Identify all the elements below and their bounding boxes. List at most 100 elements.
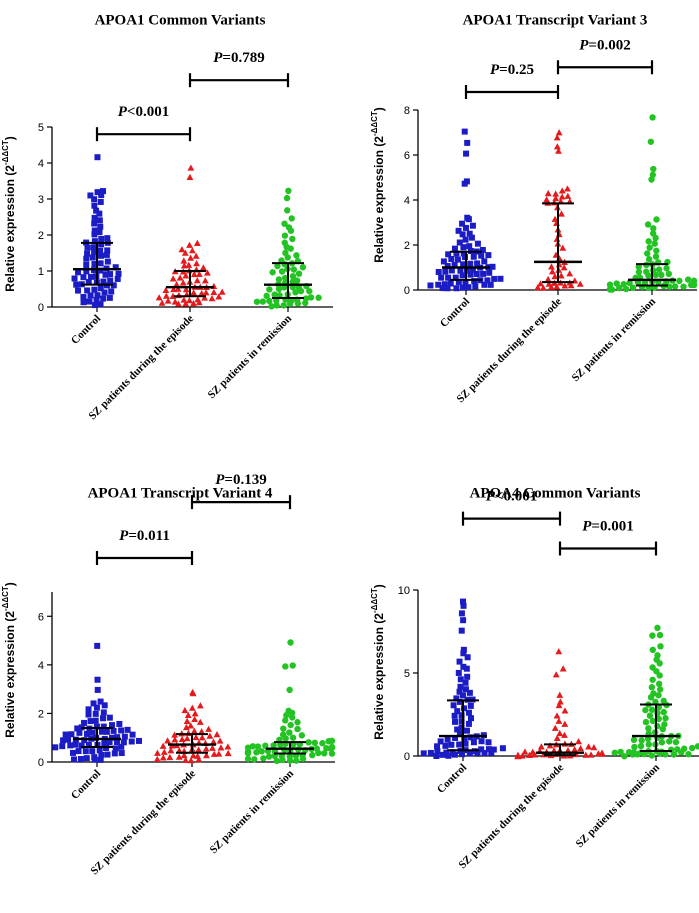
data-point (556, 698, 564, 705)
data-point (458, 627, 465, 634)
data-point (94, 154, 101, 161)
data-point (224, 749, 232, 757)
data-point (86, 298, 93, 305)
data-point (448, 255, 455, 262)
data-point (558, 187, 566, 194)
data-point (479, 246, 486, 253)
data-point (617, 748, 624, 756)
data-point (556, 729, 564, 737)
data-point (438, 274, 445, 281)
data-point (170, 285, 178, 293)
data-point (478, 746, 485, 753)
data-point (552, 190, 560, 197)
data-point (190, 727, 198, 734)
data-point (98, 252, 105, 259)
data-point (62, 731, 69, 738)
p-value-label: P=0.002 (579, 37, 630, 53)
data-point (307, 294, 315, 301)
y-axis-label: Relative expression (2-ΔΔCT) (370, 107, 386, 263)
data-point (630, 736, 638, 744)
y-tick-label: 6 (38, 611, 44, 623)
data-point (655, 704, 663, 711)
data-point (249, 743, 256, 750)
data-point (205, 725, 212, 732)
data-point (585, 743, 592, 750)
data-point (128, 738, 135, 745)
data-point (467, 271, 474, 278)
data-point (189, 752, 197, 759)
data-point (124, 726, 131, 733)
data-point (553, 143, 561, 150)
data-point (71, 275, 78, 282)
data-point (649, 646, 657, 654)
data-point (104, 247, 111, 254)
data-point (110, 282, 117, 289)
data-point (299, 264, 307, 271)
data-point (620, 281, 627, 288)
data-point (280, 725, 287, 732)
data-point (478, 738, 485, 745)
data-point (153, 755, 161, 763)
p-value-label: P=0.139 (215, 472, 266, 488)
data-point (75, 748, 82, 755)
p-value-label: P=0.789 (213, 50, 264, 66)
y-tick-label: 6 (404, 150, 410, 162)
data-point (269, 269, 276, 276)
data-point (288, 215, 295, 222)
data-point (183, 717, 191, 724)
data-point (183, 735, 191, 742)
data-point (120, 739, 127, 746)
data-point (281, 232, 289, 239)
data-point (209, 744, 216, 751)
data-point (96, 747, 103, 754)
data-point (309, 751, 316, 759)
data-point (555, 701, 563, 709)
data-point (136, 737, 142, 744)
data-point (657, 643, 664, 650)
y-tick-label: 0 (38, 302, 44, 314)
data-point (451, 245, 458, 252)
data-point (486, 269, 493, 276)
data-point (435, 281, 442, 288)
data-point (543, 196, 550, 203)
y-axis-label: Relative expression (2-ΔΔCT) (370, 584, 386, 740)
data-point (434, 748, 441, 755)
data-point (420, 750, 427, 757)
data-point (92, 710, 99, 717)
data-point (652, 271, 659, 279)
data-point (284, 207, 291, 214)
data-point (101, 702, 108, 709)
data-point (202, 289, 210, 296)
x-tick-label: Control (69, 768, 103, 802)
data-point (89, 748, 96, 755)
data-point (80, 299, 87, 306)
data-point (453, 695, 460, 702)
data-point (110, 727, 117, 734)
data-point (69, 749, 76, 756)
data-point (460, 617, 467, 624)
data-point (460, 646, 467, 653)
y-tick-label: 2 (38, 708, 44, 720)
data-point (289, 272, 297, 280)
data-point (114, 739, 121, 746)
data-point (109, 722, 116, 729)
data-point (459, 284, 466, 291)
data-point (465, 709, 472, 716)
data-point (456, 688, 463, 695)
data-point (83, 255, 90, 262)
data-point (83, 268, 90, 275)
data-point (91, 238, 98, 245)
data-point (445, 752, 452, 759)
data-point (160, 748, 168, 755)
data-point (52, 744, 59, 751)
data-point (216, 737, 224, 744)
data-point (621, 753, 628, 760)
data-point (91, 286, 98, 293)
data-point (456, 741, 463, 748)
data-point (164, 737, 171, 744)
data-point (472, 283, 479, 290)
data-point (645, 238, 652, 245)
data-point (286, 729, 293, 736)
data-point (647, 694, 655, 701)
